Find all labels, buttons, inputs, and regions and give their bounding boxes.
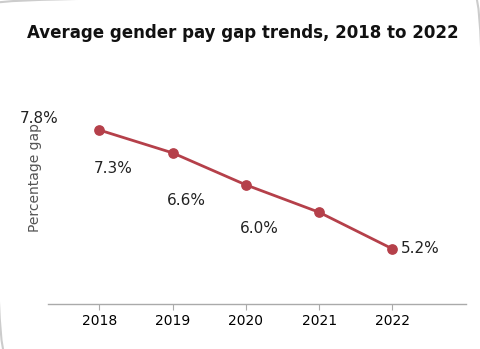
Text: 7.8%: 7.8% (20, 111, 59, 126)
Text: 5.2%: 5.2% (401, 241, 440, 256)
Y-axis label: Percentage gap: Percentage gap (28, 124, 42, 232)
Point (315, 209, 323, 215)
Point (96, 127, 103, 133)
Point (242, 182, 250, 188)
Point (388, 246, 396, 252)
Text: 7.3%: 7.3% (94, 161, 132, 176)
Text: 6.6%: 6.6% (167, 193, 205, 208)
Text: 6.0%: 6.0% (240, 221, 279, 236)
Point (168, 150, 176, 156)
Text: Average gender pay gap trends, 2018 to 2022: Average gender pay gap trends, 2018 to 2… (27, 24, 459, 43)
